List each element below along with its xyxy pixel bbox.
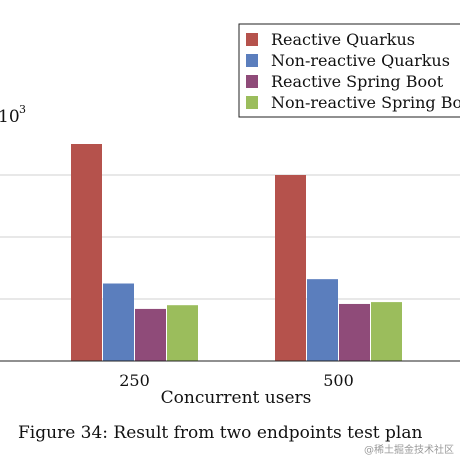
legend-swatch <box>246 33 258 46</box>
legend-label: Non-reactive Quarkus <box>271 51 450 70</box>
bar <box>135 308 166 361</box>
bar <box>339 303 370 361</box>
bar <box>371 302 402 361</box>
legend-box <box>238 23 460 118</box>
watermark: @稀土掘金技术社区 <box>364 445 454 456</box>
x-tick-label: 250 <box>119 371 150 390</box>
bar <box>71 144 102 361</box>
legend: Reactive Quarkus Non-reactive Quarkus Reac… <box>238 23 460 118</box>
x-tick-labels: 250 500 <box>119 371 354 390</box>
y-exponent-power: 3 <box>19 103 26 116</box>
y-axis-exponent-label: 10 3 <box>0 103 26 127</box>
legend-swatch <box>246 75 258 88</box>
gridlines <box>0 174 460 300</box>
y-exponent-base: 10 <box>0 107 20 127</box>
x-axis-label: Concurrent users <box>161 388 312 408</box>
bar <box>275 175 306 361</box>
x-tick-label: 500 <box>323 371 354 390</box>
bar <box>307 279 338 361</box>
legend-swatch <box>246 54 258 67</box>
figure-caption: Figure 34: Result from two endpoints tes… <box>18 423 423 443</box>
bars <box>71 144 402 361</box>
legend-label: Reactive Quarkus <box>271 30 415 49</box>
legend-label: Reactive Spring Boot <box>271 72 444 91</box>
legend-label: Non-reactive Spring Boot <box>271 93 460 112</box>
legend-swatch <box>246 96 258 109</box>
bar <box>103 283 134 361</box>
bar <box>167 305 198 361</box>
